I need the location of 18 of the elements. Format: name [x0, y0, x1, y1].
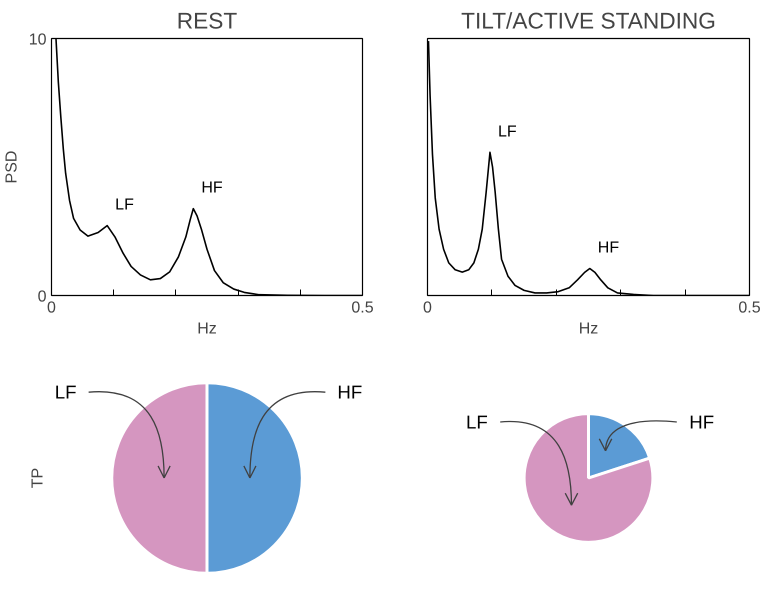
- y-tick-label: 10: [28, 32, 47, 48]
- slice-label: HF: [689, 411, 714, 432]
- x-axis-title: Hz: [578, 320, 598, 338]
- x-tick-label: 0: [423, 300, 432, 316]
- y-axis-title: PSD: [4, 150, 21, 184]
- slice-label: HF: [337, 382, 362, 403]
- slice-label: LF: [466, 411, 488, 432]
- annotation: LF: [115, 196, 134, 214]
- x-axis-title: Hz: [197, 320, 217, 338]
- text: TP: [30, 468, 46, 488]
- x-tick-label: 0.5: [738, 300, 761, 316]
- annotation: HF: [598, 240, 620, 257]
- chart-title: REST: [176, 8, 238, 34]
- annotation: LF: [498, 123, 517, 140]
- slice-label: LF: [54, 382, 77, 403]
- chart-title: TILT/ACTIVE STANDING: [461, 8, 716, 34]
- annotation: HF: [201, 180, 223, 197]
- x-tick-label: 0.5: [351, 300, 374, 316]
